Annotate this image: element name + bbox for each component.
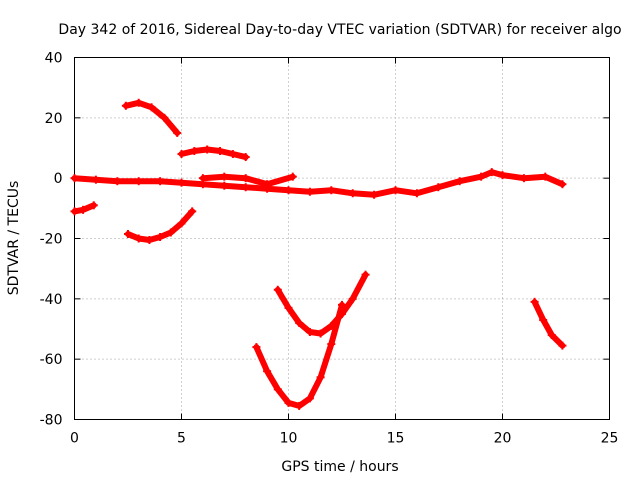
y-tick-label: 20 [45,111,63,127]
y-axis-label: SDTVAR / TECUs [6,181,22,296]
data-point [70,207,79,216]
data-point [348,294,357,303]
x-tick-labels: 0 5 10 15 20 25 [70,431,618,447]
series-line [274,271,369,337]
data-point [241,153,250,162]
series-line [531,298,566,349]
data-point [263,367,272,376]
data-point [147,103,156,112]
data-point [391,186,400,195]
grid [74,57,610,420]
data-point [121,101,130,110]
data-point [263,180,272,189]
data-point [348,189,357,198]
data-point [70,174,79,183]
data-point [252,343,261,352]
data-point [284,398,293,407]
x-axis-label: GPS time / hours [281,459,398,475]
data-point [190,147,199,156]
data-point [220,181,229,190]
data-point [124,229,132,238]
data-point [327,186,336,195]
data-point [295,401,304,410]
y-tick-label: -60 [40,352,63,368]
data-point [145,236,154,245]
series-line [71,169,566,198]
data-point [156,232,165,241]
data-point [519,174,528,183]
data-point [166,228,175,237]
data-point [370,190,379,199]
y-tick-label: -40 [40,292,63,308]
data-point [558,341,567,350]
data-point [327,340,336,349]
data-point [173,128,182,137]
data-point [316,329,325,338]
data-point [273,285,282,294]
x-tick-label: 5 [177,431,186,447]
data-point [91,175,100,184]
y-tick-label: 0 [54,171,63,187]
data-point [284,303,293,312]
y-tick-label: -80 [40,413,63,429]
data-point [338,300,346,309]
data-point [530,297,539,306]
data-point [220,172,229,181]
data-point [134,177,143,186]
data-point [541,172,550,181]
data-point [547,331,556,340]
data-point [539,315,548,324]
data-point [241,183,250,192]
data-point [134,234,143,243]
data-point [79,205,88,214]
data-point [305,394,314,403]
y-tick-label: -20 [40,232,63,248]
data-point [305,328,314,337]
x-tick-label: 25 [601,431,619,447]
y-tick-labels: -80 -60 -40 -20 0 20 40 [40,51,63,429]
data-point [434,183,443,192]
data-point [412,189,421,198]
data-point [134,98,143,107]
x-tick-label: 20 [494,431,512,447]
data-point [498,171,507,180]
y-tick-label: 40 [45,51,63,67]
data-point [558,180,567,189]
x-tick-label: 15 [387,431,405,447]
data-point [241,174,250,183]
data-point [177,178,186,187]
data-point [288,172,297,181]
x-tick-label: 10 [280,431,298,447]
data-point [177,219,186,228]
data-point [327,321,336,330]
data-point [487,168,496,177]
data-point [361,270,370,279]
data-point [273,385,282,394]
data-point [177,150,186,159]
chart-title: Day 342 of 2016, Sidereal Day-to-day VTE… [58,22,621,38]
data-point [89,201,98,210]
data-point [156,177,165,186]
data-point [455,177,464,186]
data-point [295,318,304,327]
data-point [113,177,122,186]
data-point [284,186,293,195]
data-point [338,309,346,318]
data-series [70,98,567,410]
data-point [228,150,237,159]
data-point [198,174,207,183]
data-point [216,147,225,156]
data-point [305,187,314,196]
data-point [160,113,169,122]
data-point [316,373,325,382]
data-point [188,207,197,216]
x-tick-label: 0 [70,431,79,447]
data-point [203,145,212,154]
data-point [477,172,486,181]
